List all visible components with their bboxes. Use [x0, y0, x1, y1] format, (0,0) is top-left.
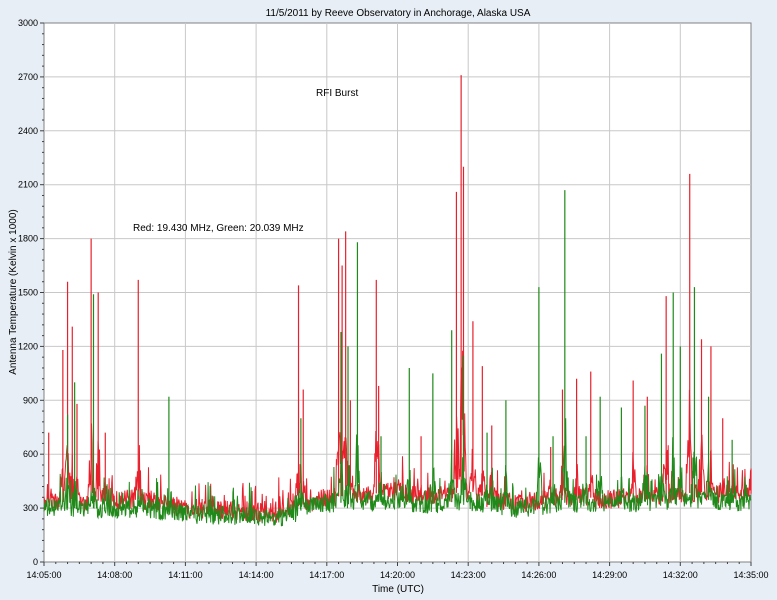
y-tick-label: 300 — [23, 503, 38, 513]
x-tick-label: 14:14:00 — [239, 570, 274, 580]
y-tick-label: 1500 — [18, 288, 38, 298]
x-tick-label: 14:32:00 — [663, 570, 698, 580]
y-tick-label: 2400 — [18, 126, 38, 136]
x-tick-label: 14:08:00 — [97, 570, 132, 580]
y-tick-label: 900 — [23, 395, 38, 405]
x-tick-label: 14:20:00 — [380, 570, 415, 580]
gridlines — [44, 23, 751, 562]
annotation-legend: Red: 19.430 MHz, Green: 20.039 MHz — [133, 223, 304, 234]
x-tick-label: 14:29:00 — [592, 570, 627, 580]
chart-title: 11/5/2011 by Reeve Observatory in Anchor… — [266, 8, 531, 19]
x-tick-label: 14:05:00 — [26, 570, 61, 580]
series-layer — [43, 75, 752, 527]
series-1 — [43, 190, 752, 527]
y-tick-label: 2100 — [18, 180, 38, 190]
y-tick-label: 2700 — [18, 72, 38, 82]
y-tick-label: 0 — [33, 557, 38, 567]
series-0 — [43, 75, 752, 523]
x-axis: 14:05:00 14:08:00 14:11:00 14:14:00 14:17:00… — [26, 562, 769, 580]
annotation-rfi-burst: RFI Burst — [316, 88, 358, 99]
y-tick-label: 3000 — [18, 18, 38, 28]
y-tick-label: 600 — [23, 449, 38, 459]
x-tick-label: 14:35:00 — [733, 570, 768, 580]
series-line — [43, 418, 752, 527]
y-axis-label: Antenna Temperature (Kelvin x 1000) — [8, 209, 19, 374]
x-tick-label: 14:17:00 — [309, 570, 344, 580]
x-tick-label: 14:11:00 — [168, 570, 202, 580]
x-tick-label: 14:23:00 — [451, 570, 486, 580]
x-tick-label: 14:26:00 — [521, 570, 556, 580]
y-tick-label: 1800 — [18, 234, 38, 244]
y-tick-label: 1200 — [18, 341, 38, 351]
x-axis-label: Time (UTC) — [372, 584, 424, 595]
y-axis: 0 300 600 900 1200 1500 1800 2100 2400 2700 3000 — [18, 18, 44, 567]
